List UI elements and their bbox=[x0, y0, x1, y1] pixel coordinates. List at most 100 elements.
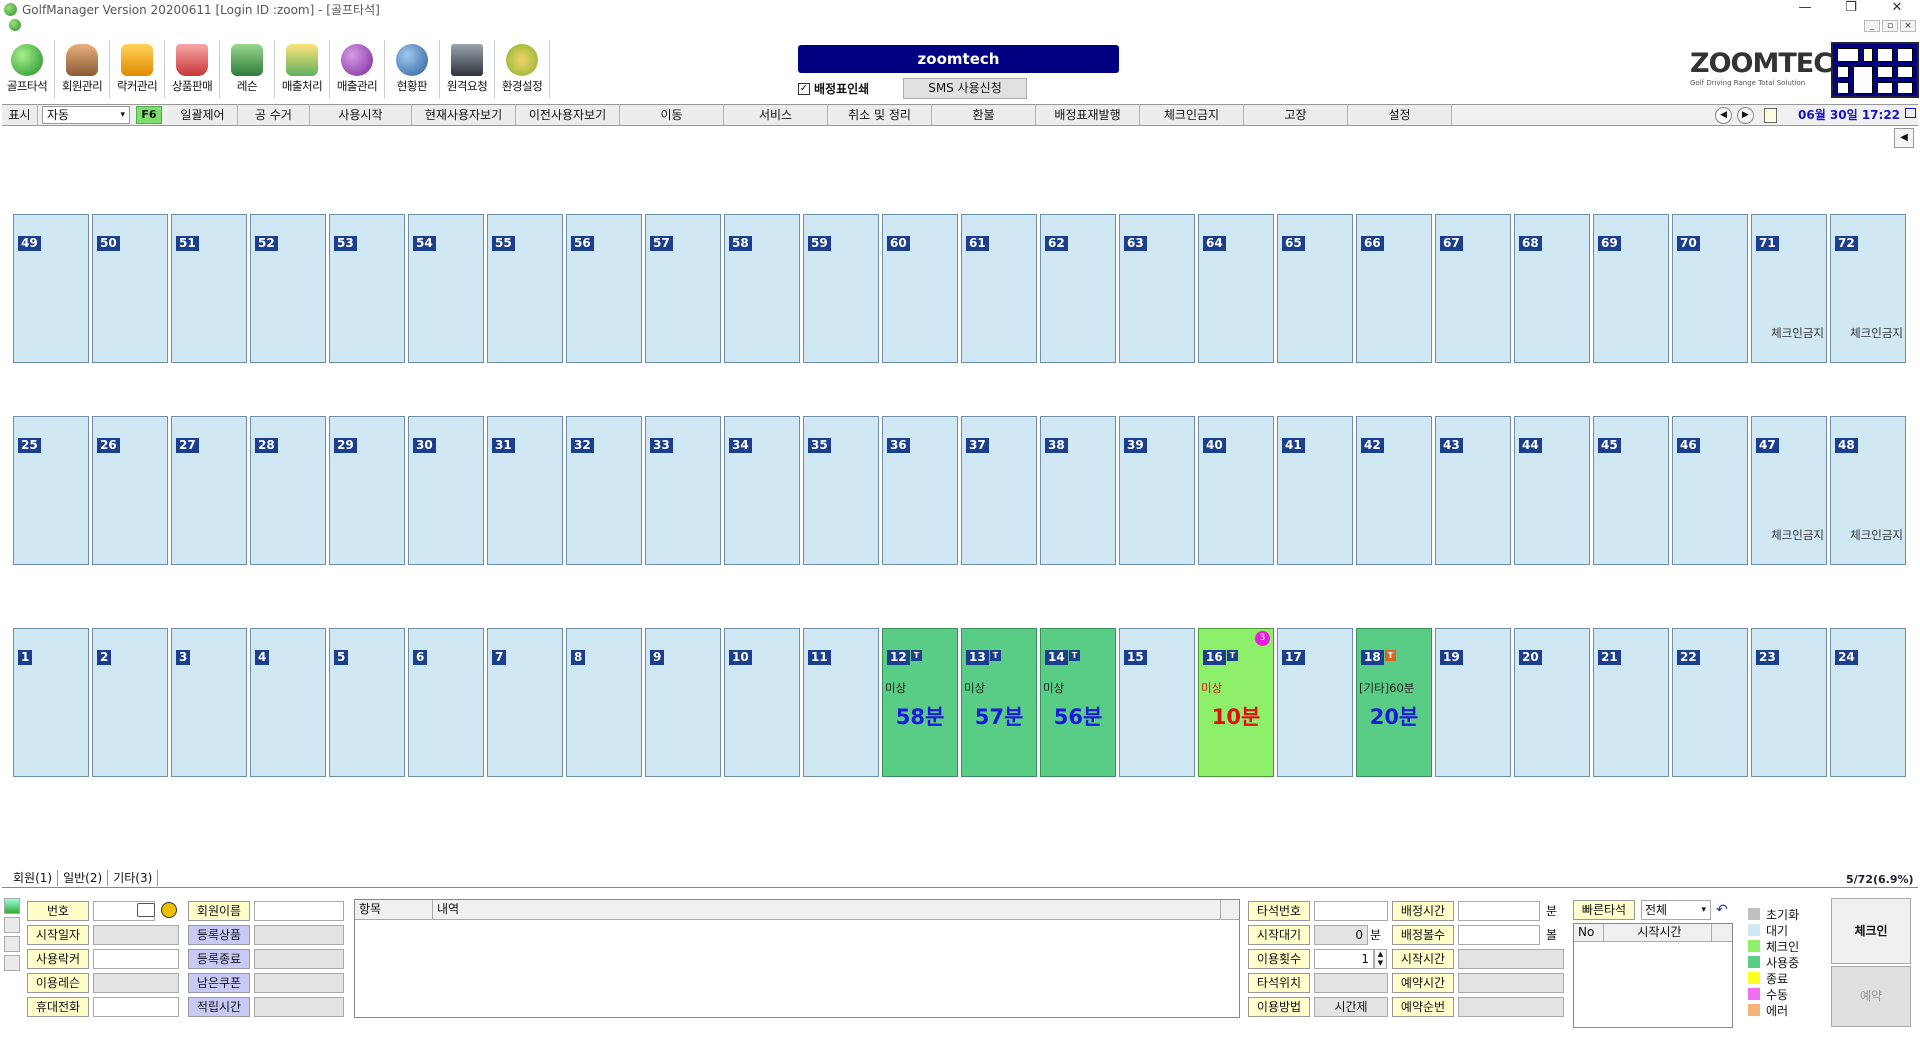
bay-31[interactable]: 31 bbox=[487, 416, 563, 565]
bay-51[interactable]: 51 bbox=[171, 214, 247, 363]
menu-item-6[interactable]: 이동 bbox=[620, 105, 724, 125]
menu-item-5[interactable]: 이전사용자보기 bbox=[516, 105, 620, 125]
bay-71[interactable]: 71 체크인금지 bbox=[1751, 214, 1827, 363]
toolbar-button-2[interactable]: 회원관리 bbox=[55, 40, 110, 98]
bay-58[interactable]: 58 bbox=[724, 214, 800, 363]
bay-61[interactable]: 61 bbox=[961, 214, 1037, 363]
bay-10[interactable]: 10 bbox=[724, 628, 800, 777]
menu-item-11[interactable]: 체크인금지 bbox=[1140, 105, 1244, 125]
bay-14[interactable]: 14 T 미상 56분 bbox=[1040, 628, 1116, 777]
bay-47[interactable]: 47 체크인금지 bbox=[1751, 416, 1827, 565]
mdi-close-icon[interactable]: × bbox=[1900, 20, 1916, 32]
barcode-icon[interactable] bbox=[4, 917, 20, 933]
bay-37[interactable]: 37 bbox=[961, 416, 1037, 565]
toolbar-button-9[interactable]: 원격요청 bbox=[440, 40, 495, 98]
refresh-icon[interactable]: ↶ bbox=[1716, 902, 1728, 918]
bay-9[interactable]: 9 bbox=[645, 628, 721, 777]
chart-icon[interactable] bbox=[4, 898, 20, 914]
assign-field[interactable] bbox=[1458, 925, 1540, 945]
bay-68[interactable]: 68 bbox=[1514, 214, 1590, 363]
search-member-icon[interactable] bbox=[161, 902, 177, 918]
field-input[interactable] bbox=[93, 997, 179, 1017]
bay-48[interactable]: 48 체크인금지 bbox=[1830, 416, 1906, 565]
menu-item-3[interactable]: 사용시작 bbox=[310, 105, 412, 125]
bay-24[interactable]: 24 bbox=[1830, 628, 1906, 777]
bay-15[interactable]: 15 bbox=[1119, 628, 1195, 777]
bay-52[interactable]: 52 bbox=[250, 214, 326, 363]
bay-18[interactable]: 18 T [기타]60분 20분 bbox=[1356, 628, 1432, 777]
bay-1[interactable]: 1 bbox=[13, 628, 89, 777]
f6-shortcut-button[interactable]: F6 bbox=[136, 106, 162, 124]
quick-bay-select[interactable]: 전체 ▾ bbox=[1641, 900, 1711, 920]
menu-item-10[interactable]: 배정표재발행 bbox=[1036, 105, 1140, 125]
card-reader-icon[interactable] bbox=[137, 903, 155, 917]
bay-32[interactable]: 32 bbox=[566, 416, 642, 565]
menu-item-12[interactable]: 고장 bbox=[1244, 105, 1348, 125]
checkbox-check-icon[interactable]: ✓ bbox=[798, 82, 810, 95]
bay-53[interactable]: 53 bbox=[329, 214, 405, 363]
toolbar-button-7[interactable]: 매출관리 bbox=[330, 40, 385, 98]
bay-17[interactable]: 17 bbox=[1277, 628, 1353, 777]
bay-29[interactable]: 29 bbox=[329, 416, 405, 565]
assign-field[interactable] bbox=[1458, 901, 1540, 921]
tab-other[interactable]: 기타(3) bbox=[108, 870, 159, 886]
bay-72[interactable]: 72 체크인금지 bbox=[1830, 214, 1906, 363]
toolbar-button-4[interactable]: 상품판매 bbox=[165, 40, 220, 98]
bay-8[interactable]: 8 bbox=[566, 628, 642, 777]
bay-number-field[interactable] bbox=[1314, 901, 1388, 921]
bay-50[interactable]: 50 bbox=[92, 214, 168, 363]
bay-62[interactable]: 62 bbox=[1040, 214, 1116, 363]
toolbar-button-10[interactable]: 환경설정 bbox=[495, 40, 550, 98]
bay-13[interactable]: 13 T 미상 57분 bbox=[961, 628, 1037, 777]
menu-item-13[interactable]: 설정 bbox=[1348, 105, 1452, 125]
toolbar-button-1[interactable]: 골프타석 bbox=[0, 40, 55, 98]
bay-30[interactable]: 30 bbox=[408, 416, 484, 565]
bay-26[interactable]: 26 bbox=[92, 416, 168, 565]
bay-33[interactable]: 33 bbox=[645, 416, 721, 565]
bay-2[interactable]: 2 bbox=[92, 628, 168, 777]
spinner-icon[interactable]: ▲ ▼ bbox=[1374, 949, 1387, 969]
toolbar-button-5[interactable]: 레슨 bbox=[220, 40, 275, 98]
bay-23[interactable]: 23 bbox=[1751, 628, 1827, 777]
bay-41[interactable]: 41 bbox=[1277, 416, 1353, 565]
menu-item-4[interactable]: 현재사용자보기 bbox=[412, 105, 516, 125]
bay-67[interactable]: 67 bbox=[1435, 214, 1511, 363]
bay-49[interactable]: 49 bbox=[13, 214, 89, 363]
bay-6[interactable]: 6 bbox=[408, 628, 484, 777]
bay-16[interactable]: 16 T 3 미상 10분 bbox=[1198, 628, 1274, 777]
bay-19[interactable]: 19 bbox=[1435, 628, 1511, 777]
bay-70[interactable]: 70 bbox=[1672, 214, 1748, 363]
menu-item-8[interactable]: 취소 및 정리 bbox=[828, 105, 932, 125]
mdi-child-icon[interactable] bbox=[9, 19, 21, 31]
bay-25[interactable]: 25 bbox=[13, 416, 89, 565]
bay-57[interactable]: 57 bbox=[645, 214, 721, 363]
bay-22[interactable]: 22 bbox=[1672, 628, 1748, 777]
nav-prev-icon[interactable]: ◀ bbox=[1715, 107, 1732, 124]
minimize-icon[interactable]: — bbox=[1798, 0, 1812, 15]
toolbar-button-6[interactable]: 매출처리 bbox=[275, 40, 330, 98]
menu-item-1[interactable]: 일괄제어 bbox=[168, 105, 238, 125]
field-input[interactable] bbox=[93, 949, 179, 969]
menu-item-9[interactable]: 환불 bbox=[932, 105, 1036, 125]
bay-55[interactable]: 55 bbox=[487, 214, 563, 363]
use-count-field[interactable]: 1 bbox=[1314, 949, 1374, 969]
bay-12[interactable]: 12 T 미상 58분 bbox=[882, 628, 958, 777]
bay-28[interactable]: 28 bbox=[250, 416, 326, 565]
mdi-minimize-icon[interactable]: _ bbox=[1864, 20, 1880, 32]
bay-11[interactable]: 11 bbox=[803, 628, 879, 777]
bay-60[interactable]: 60 bbox=[882, 214, 958, 363]
bay-54[interactable]: 54 bbox=[408, 214, 484, 363]
bay-40[interactable]: 40 bbox=[1198, 416, 1274, 565]
restore-icon[interactable]: ❐ bbox=[1845, 0, 1857, 15]
bay-44[interactable]: 44 bbox=[1514, 416, 1590, 565]
bay-7[interactable]: 7 bbox=[487, 628, 563, 777]
bay-38[interactable]: 38 bbox=[1040, 416, 1116, 565]
start-wait-field[interactable]: 0 bbox=[1314, 925, 1368, 945]
member-field[interactable] bbox=[254, 901, 344, 921]
close-icon[interactable]: ✕ bbox=[1891, 0, 1903, 15]
bay-42[interactable]: 42 bbox=[1356, 416, 1432, 565]
tab-general[interactable]: 일반(2) bbox=[58, 870, 109, 886]
display-mode-select[interactable]: 자동 ▾ bbox=[42, 106, 130, 124]
report-icon[interactable] bbox=[1764, 108, 1777, 123]
mdi-restore-icon[interactable]: ▫ bbox=[1882, 20, 1898, 32]
